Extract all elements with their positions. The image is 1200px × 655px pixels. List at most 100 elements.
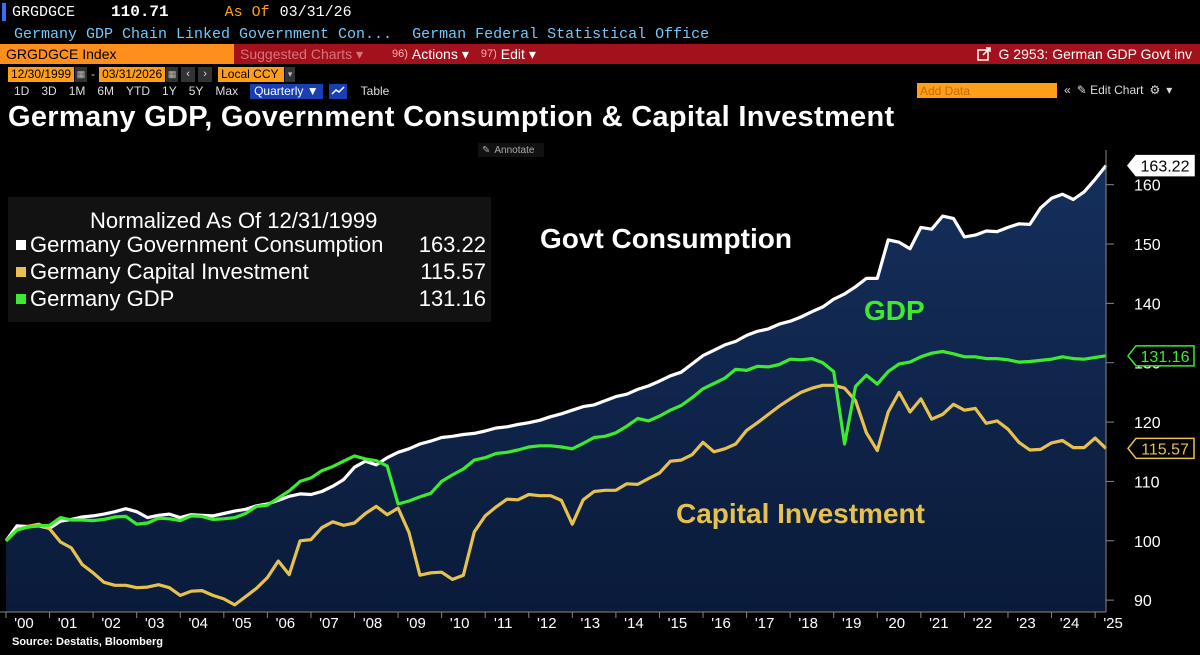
x-tick-label: '04: [188, 615, 208, 632]
y-tick-label: 110: [1134, 474, 1160, 491]
chart-legend: Normalized As Of 12/31/1999 Germany Gove…: [8, 197, 491, 322]
period-5y[interactable]: 5Y: [188, 84, 204, 98]
more-icon[interactable]: ▾: [1166, 83, 1173, 97]
end-date-input[interactable]: 03/31/2026: [99, 66, 166, 82]
actions-menu-number: 96): [392, 48, 408, 60]
annotate-label: Annotate: [494, 144, 535, 156]
collapse-icon[interactable]: «: [1064, 83, 1071, 97]
chart-annotation: Capital Investment: [676, 498, 925, 529]
frequency-select[interactable]: Quarterly ▼: [250, 83, 323, 99]
chevron-down-icon[interactable]: ▾: [285, 66, 296, 82]
legend-entry-label: Germany Government Consumption: [30, 232, 384, 257]
currency-select[interactable]: Local CCY: [218, 66, 285, 82]
edit-menu[interactable]: 97) Edit ▾: [481, 46, 536, 63]
period-3d[interactable]: 3D: [41, 84, 57, 98]
edit-chart-button[interactable]: ✎ Edit Chart: [1077, 83, 1144, 97]
x-tick-label: '09: [406, 615, 426, 632]
ticker-label: GRGDGCE: [12, 3, 76, 21]
settings-icon[interactable]: ⚙: [1149, 83, 1161, 97]
period-6m[interactable]: 6M: [97, 84, 115, 98]
annotate-button[interactable]: ✎ Annotate: [478, 143, 544, 157]
y-tick-label: 90: [1134, 593, 1152, 610]
x-tick-label: '12: [537, 615, 557, 632]
line-chart-icon[interactable]: [328, 83, 347, 99]
security-description: Germany GDP Chain Linked Government Con.…: [14, 25, 393, 43]
security-header: GRGDGCE 110.71 As Of 03/31/26: [0, 0, 1200, 24]
x-tick-label: '24: [1060, 615, 1080, 632]
calendar-icon[interactable]: ▦: [166, 66, 179, 82]
last-value-tag: 163.22: [1127, 154, 1195, 177]
prev-arrow-icon[interactable]: ‹: [181, 66, 196, 82]
legend-entry-govt-consumption[interactable]: Germany Government Consumption 163.22: [16, 232, 486, 258]
period-1m[interactable]: 1M: [68, 84, 86, 98]
x-tick-label: '13: [581, 615, 601, 632]
y-tick-label: 120: [1134, 415, 1161, 432]
last-value-tag: 115.57: [1127, 437, 1195, 460]
start-date-input[interactable]: 12/30/1999: [8, 66, 75, 82]
chart-annotation: GDP: [864, 295, 925, 326]
chevron-down-icon: ▾: [528, 45, 536, 62]
add-data-input[interactable]: Add Data: [917, 83, 1057, 98]
legend-entry-capital-investment[interactable]: Germany Capital Investment 115.57: [16, 259, 486, 285]
chart-id-label: G 2953: German GDP Govt inv: [998, 46, 1193, 62]
legend-entry-gdp[interactable]: Germany GDP 131.16: [16, 286, 486, 312]
y-tick-label: 100: [1134, 534, 1161, 551]
header-accent-bar: [2, 3, 6, 21]
period-ytd[interactable]: YTD: [126, 84, 151, 98]
legend-entry-value: 163.22: [418, 232, 486, 257]
legend-entry-value: 131.16: [418, 286, 486, 311]
last-value-tag: 131.16: [1127, 345, 1195, 367]
x-tick-label: '11: [494, 615, 512, 632]
source-note: Source: Destatis, Bloomberg: [12, 636, 163, 648]
chart-title: Germany GDP, Government Consumption & Ca…: [8, 101, 895, 133]
legend-entry-label: Germany GDP: [30, 286, 175, 311]
next-arrow-icon[interactable]: ›: [198, 66, 213, 82]
legend-entry-label: Germany Capital Investment: [30, 259, 309, 284]
table-button[interactable]: Table: [360, 84, 390, 98]
last-value-label: 131.16: [1141, 349, 1190, 366]
legend-swatch: [16, 267, 26, 277]
x-tick-label: '25: [1103, 615, 1123, 632]
line-chart: '00 '01 '02 '03 '04 '05 '06 '07 '08 '09 '10 '11 '12 '…: [0, 150, 1195, 632]
chart-tools: « ✎ Edit Chart ⚙ ▾: [1064, 83, 1172, 97]
suggested-charts-menu[interactable]: Suggested Charts ▾: [240, 46, 380, 63]
actions-menu[interactable]: 96) Actions ▾: [392, 46, 469, 63]
last-value-label: 115.57: [1141, 441, 1189, 458]
legend-entry-value: 115.57: [420, 259, 486, 284]
x-tick-label: '16: [711, 615, 731, 632]
period-1y[interactable]: 1Y: [162, 84, 177, 98]
x-tick-label: '23: [1016, 615, 1036, 632]
x-tick-label: '06: [276, 615, 296, 632]
x-tick-label: '05: [232, 615, 252, 632]
chevron-down-icon: ▾: [355, 45, 363, 62]
external-link-icon: [976, 47, 991, 61]
calendar-icon[interactable]: ▦: [75, 66, 88, 82]
last-price: 110.71: [111, 3, 169, 21]
last-value-label: 163.22: [1141, 159, 1190, 176]
data-source-name: German Federal Statistical Office: [412, 25, 710, 43]
as-of-date: 03/31/26: [279, 3, 352, 21]
as-of-label: As Of: [224, 3, 270, 21]
x-tick-label: '18: [798, 615, 818, 632]
y-tick-label: 150: [1134, 237, 1161, 254]
period-max[interactable]: Max: [215, 84, 239, 98]
function-toolbar: GRGDGCE Index Suggested Charts ▾ 96) Act…: [0, 44, 1200, 64]
series-line-germany-gdp: [4, 349, 1107, 542]
y-tick-label: 160: [1134, 178, 1161, 195]
date-range-row: 12/30/1999 ▦ - 03/31/2026 ▦ ‹ › Local CC…: [0, 66, 1200, 82]
x-tick-label: '03: [145, 615, 165, 632]
x-tick-label: '02: [101, 615, 121, 632]
series-line-germany-capital-investment: [4, 383, 1108, 607]
index-field[interactable]: GRGDGCE Index: [0, 44, 234, 64]
x-tick-label: '08: [363, 615, 383, 632]
security-description-row: Germany GDP Chain Linked Government Con.…: [0, 24, 1200, 44]
x-tick-label: '20: [886, 615, 906, 632]
period-1d[interactable]: 1D: [14, 84, 30, 98]
x-tick-label: '19: [842, 615, 862, 632]
x-tick-label: '07: [319, 615, 339, 632]
chart-id-link[interactable]: G 2953: German GDP Govt inv: [976, 46, 1193, 62]
y-tick-label: 140: [1134, 296, 1161, 313]
edit-menu-label: Edit: [500, 46, 525, 62]
edit-menu-number: 97): [480, 48, 497, 60]
pencil-icon: ✎: [482, 144, 491, 156]
